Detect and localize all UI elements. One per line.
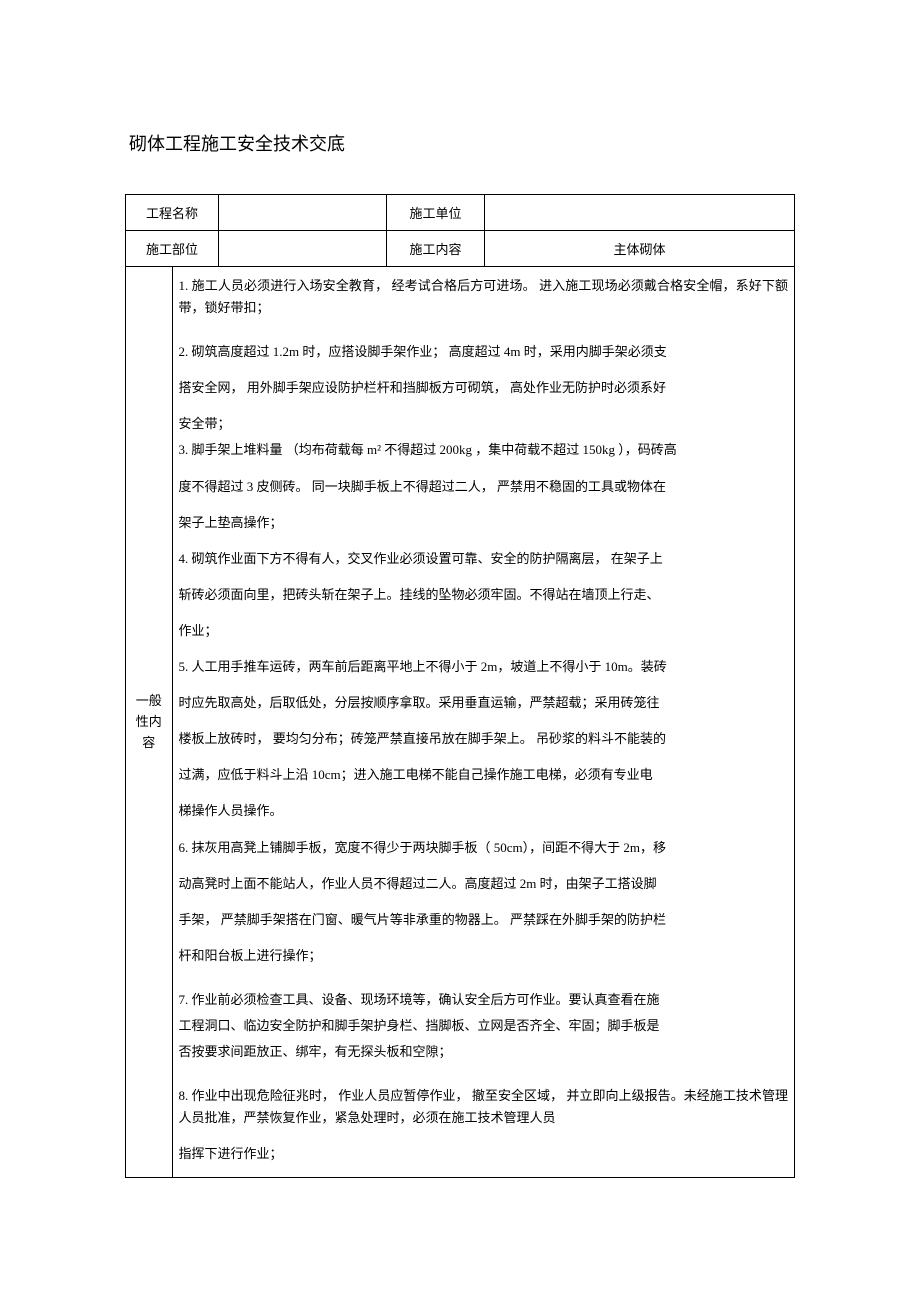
item-4-line-a: 4. 砌筑作业面下方不得有人，交叉作业必须设置可靠、安全的防护隔离层， 在架子上 xyxy=(179,548,789,570)
item-4-line-b: 斩砖必须面向里，把砖头斩在架子上。挂线的坠物必须牢固。不得站在墙顶上行走、 xyxy=(179,584,789,606)
item-6-line-b: 动高凳时上面不能站人，作业人员不得超过二人。高度超过 2m 时，由架子工搭设脚 xyxy=(179,873,789,895)
item-6-line-c: 手架， 严禁脚手架搭在门窗、暖气片等非承重的物器上。 严禁踩在外脚手架的防护栏 xyxy=(179,909,789,931)
construction-content-value: 主体砌体 xyxy=(485,231,795,267)
item-7-line-b: 工程洞口、临边安全防护和脚手架护身栏、挡脚板、立网是否齐全、牢固；脚手板是 xyxy=(179,1015,789,1037)
item-8-line-b: 指挥下进行作业； xyxy=(179,1143,789,1165)
item-5-line-e: 梯操作人员操作。 xyxy=(179,800,789,822)
construction-part-value xyxy=(219,231,387,267)
item-4-line-c: 作业； xyxy=(179,620,789,642)
item-7-line-a: 7. 作业前必须检查工具、设备、现场环境等，确认安全后方可作业。要认真查看在施 xyxy=(179,989,789,1011)
item-6-line-d: 杆和阳台板上进行操作； xyxy=(179,945,789,967)
main-table: 工程名称 施工单位 施工部位 施工内容 主体砌体 一般性内容 1. 施工人员必须… xyxy=(125,194,795,1178)
construction-part-label: 施工部位 xyxy=(126,231,219,267)
project-name-value xyxy=(219,195,387,231)
construction-unit-value xyxy=(485,195,795,231)
body-row: 一般性内容 1. 施工人员必须进行入场安全教育， 经考试合格后方可进场。 进入施… xyxy=(126,267,795,1178)
document-title: 砌体工程施工安全技术交底 xyxy=(129,130,795,156)
header-row-2: 施工部位 施工内容 主体砌体 xyxy=(126,231,795,267)
item-5-line-c: 楼板上放砖时， 要均匀分布；砖笼严禁直接吊放在脚手架上。 吊砂浆的料斗不能装的 xyxy=(179,728,789,750)
item-7-line-c: 否按要求间距放正、绑牢，有无探头板和空隙； xyxy=(179,1041,789,1063)
item-2-line-c: 安全带； xyxy=(179,413,789,435)
item-1: 1. 施工人员必须进行入场安全教育， 经考试合格后方可进场。 进入施工现场必须戴… xyxy=(179,275,789,319)
item-3-line-c: 架子上垫高操作； xyxy=(179,512,789,534)
item-5-line-d: 过满，应低于料斗上沿 10cm；进入施工电梯不能自己操作施工电梯，必须有专业电 xyxy=(179,764,789,786)
item-3-line-b: 度不得超过 3 皮侧砖。 同一块脚手板上不得超过二人， 严禁用不稳固的工具或物体… xyxy=(179,476,789,498)
item-2-line-a: 2. 砌筑高度超过 1.2m 时，应搭设脚手架作业； 高度超过 4m 时，采用内… xyxy=(179,341,789,363)
item-8-line-a: 8. 作业中出现危险征兆时， 作业人员应暂停作业， 撤至安全区域， 并立即向上级… xyxy=(179,1085,789,1129)
project-name-label: 工程名称 xyxy=(126,195,219,231)
header-row-1: 工程名称 施工单位 xyxy=(126,195,795,231)
construction-unit-label: 施工单位 xyxy=(387,195,485,231)
item-5-line-b: 时应先取高处，后取低处，分层按顺序拿取。采用垂直运输，严禁超载；采用砖笼往 xyxy=(179,692,789,714)
item-6-line-a: 6. 抹灰用高凳上铺脚手板，宽度不得少于两块脚手板（ 50cm），间距不得大于 … xyxy=(179,837,789,859)
construction-content-label: 施工内容 xyxy=(387,231,485,267)
item-3-line-a: 3. 脚手架上堆料量 （均布荷载每 m² 不得超过 200kg ，集中荷载不超过… xyxy=(179,439,789,461)
item-2-line-b: 搭安全网， 用外脚手架应设防护栏杆和挡脚板方可砌筑， 高处作业无防护时必须系好 xyxy=(179,377,789,399)
item-5-line-a: 5. 人工用手推车运砖，两车前后距离平地上不得小于 2m，坡道上不得小于 10m… xyxy=(179,656,789,678)
content-cell: 1. 施工人员必须进行入场安全教育， 经考试合格后方可进场。 进入施工现场必须戴… xyxy=(172,267,795,1178)
section-side-label: 一般性内容 xyxy=(126,267,173,1178)
page: 砌体工程施工安全技术交底 工程名称 施工单位 施工部位 施工内容 主体砌体 一般… xyxy=(0,0,920,1218)
